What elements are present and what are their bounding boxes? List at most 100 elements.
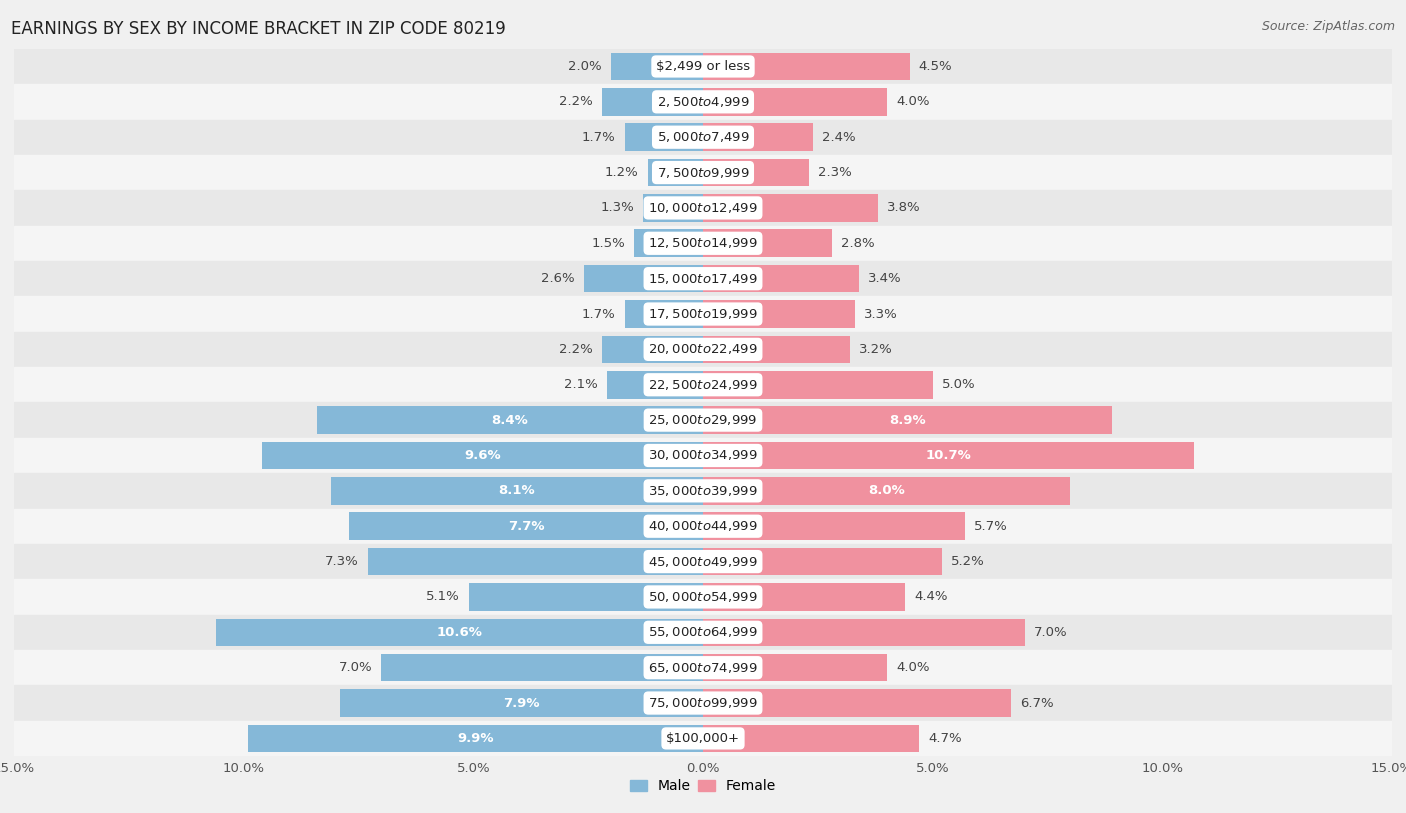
Text: 6.7%: 6.7% xyxy=(1019,697,1053,710)
Bar xyxy=(14,579,1392,615)
Text: 7.0%: 7.0% xyxy=(339,661,373,674)
Bar xyxy=(340,689,703,717)
Bar xyxy=(703,548,942,576)
Text: 2.1%: 2.1% xyxy=(564,378,598,391)
Text: 8.9%: 8.9% xyxy=(889,414,925,427)
Text: 3.8%: 3.8% xyxy=(887,202,921,215)
Text: 1.7%: 1.7% xyxy=(582,307,616,320)
Text: Source: ZipAtlas.com: Source: ZipAtlas.com xyxy=(1261,20,1395,33)
Bar xyxy=(634,229,703,257)
Text: 3.4%: 3.4% xyxy=(869,272,903,285)
Bar xyxy=(14,509,1392,544)
Text: 2.8%: 2.8% xyxy=(841,237,875,250)
Bar xyxy=(14,332,1392,367)
Bar xyxy=(330,477,703,505)
Bar xyxy=(703,265,859,293)
Bar xyxy=(14,190,1392,226)
Bar xyxy=(14,261,1392,297)
Text: $40,000 to $44,999: $40,000 to $44,999 xyxy=(648,520,758,533)
Text: 4.5%: 4.5% xyxy=(920,60,952,73)
Bar xyxy=(602,88,703,115)
Bar xyxy=(14,650,1392,685)
Text: 1.5%: 1.5% xyxy=(591,237,624,250)
Text: 4.7%: 4.7% xyxy=(928,732,962,745)
Text: 1.7%: 1.7% xyxy=(582,131,616,144)
Bar xyxy=(703,300,855,328)
Text: $2,499 or less: $2,499 or less xyxy=(657,60,749,73)
Bar xyxy=(262,441,703,469)
Bar xyxy=(703,477,1070,505)
Bar xyxy=(14,402,1392,437)
Bar xyxy=(703,724,920,752)
Bar xyxy=(318,406,703,434)
Bar xyxy=(606,371,703,398)
Text: $100,000+: $100,000+ xyxy=(666,732,740,745)
Bar xyxy=(624,124,703,151)
Bar xyxy=(14,615,1392,650)
Bar xyxy=(14,226,1392,261)
Bar xyxy=(381,654,703,681)
Bar xyxy=(14,437,1392,473)
Text: $5,000 to $7,499: $5,000 to $7,499 xyxy=(657,130,749,144)
Bar xyxy=(703,159,808,186)
Bar xyxy=(648,159,703,186)
Text: 4.0%: 4.0% xyxy=(896,661,929,674)
Bar xyxy=(468,583,703,611)
Text: $22,500 to $24,999: $22,500 to $24,999 xyxy=(648,378,758,392)
Text: 7.3%: 7.3% xyxy=(325,555,359,568)
Bar xyxy=(368,548,703,576)
Text: 2.4%: 2.4% xyxy=(823,131,856,144)
Bar xyxy=(703,654,887,681)
Text: 1.3%: 1.3% xyxy=(600,202,634,215)
Bar xyxy=(14,720,1392,756)
Bar xyxy=(14,367,1392,402)
Text: 2.3%: 2.3% xyxy=(818,166,852,179)
Text: 7.9%: 7.9% xyxy=(503,697,540,710)
Text: $50,000 to $54,999: $50,000 to $54,999 xyxy=(648,590,758,604)
Text: $2,500 to $4,999: $2,500 to $4,999 xyxy=(657,95,749,109)
Bar xyxy=(602,336,703,363)
Bar xyxy=(612,53,703,80)
Bar xyxy=(703,689,1011,717)
Text: 2.2%: 2.2% xyxy=(560,343,593,356)
Bar xyxy=(703,194,877,222)
Bar xyxy=(644,194,703,222)
Text: $7,500 to $9,999: $7,500 to $9,999 xyxy=(657,166,749,180)
Bar xyxy=(349,512,703,540)
Text: $75,000 to $99,999: $75,000 to $99,999 xyxy=(648,696,758,710)
Bar xyxy=(14,120,1392,155)
Text: 9.9%: 9.9% xyxy=(457,732,494,745)
Text: $45,000 to $49,999: $45,000 to $49,999 xyxy=(648,554,758,568)
Bar xyxy=(703,619,1025,646)
Text: 8.4%: 8.4% xyxy=(492,414,529,427)
Text: 10.7%: 10.7% xyxy=(925,449,972,462)
Bar xyxy=(703,124,813,151)
Text: 3.3%: 3.3% xyxy=(863,307,897,320)
Text: $55,000 to $64,999: $55,000 to $64,999 xyxy=(648,625,758,639)
Text: 5.7%: 5.7% xyxy=(974,520,1008,533)
Bar xyxy=(703,406,1112,434)
Text: 2.0%: 2.0% xyxy=(568,60,602,73)
Text: $35,000 to $39,999: $35,000 to $39,999 xyxy=(648,484,758,498)
Bar xyxy=(703,336,851,363)
Text: EARNINGS BY SEX BY INCOME BRACKET IN ZIP CODE 80219: EARNINGS BY SEX BY INCOME BRACKET IN ZIP… xyxy=(11,20,506,38)
Bar xyxy=(249,724,703,752)
Bar xyxy=(14,473,1392,509)
Bar xyxy=(703,583,905,611)
Bar xyxy=(703,441,1195,469)
Bar xyxy=(14,297,1392,332)
Text: $15,000 to $17,499: $15,000 to $17,499 xyxy=(648,272,758,285)
Bar xyxy=(703,512,965,540)
Text: 5.0%: 5.0% xyxy=(942,378,976,391)
Text: $10,000 to $12,499: $10,000 to $12,499 xyxy=(648,201,758,215)
Text: $17,500 to $19,999: $17,500 to $19,999 xyxy=(648,307,758,321)
Text: 5.1%: 5.1% xyxy=(426,590,460,603)
Text: 7.0%: 7.0% xyxy=(1033,626,1067,639)
Bar xyxy=(703,53,910,80)
Text: $30,000 to $34,999: $30,000 to $34,999 xyxy=(648,449,758,463)
Text: 1.2%: 1.2% xyxy=(605,166,638,179)
Text: 5.2%: 5.2% xyxy=(950,555,984,568)
Text: 9.6%: 9.6% xyxy=(464,449,501,462)
Bar xyxy=(703,371,932,398)
Text: 10.6%: 10.6% xyxy=(437,626,482,639)
